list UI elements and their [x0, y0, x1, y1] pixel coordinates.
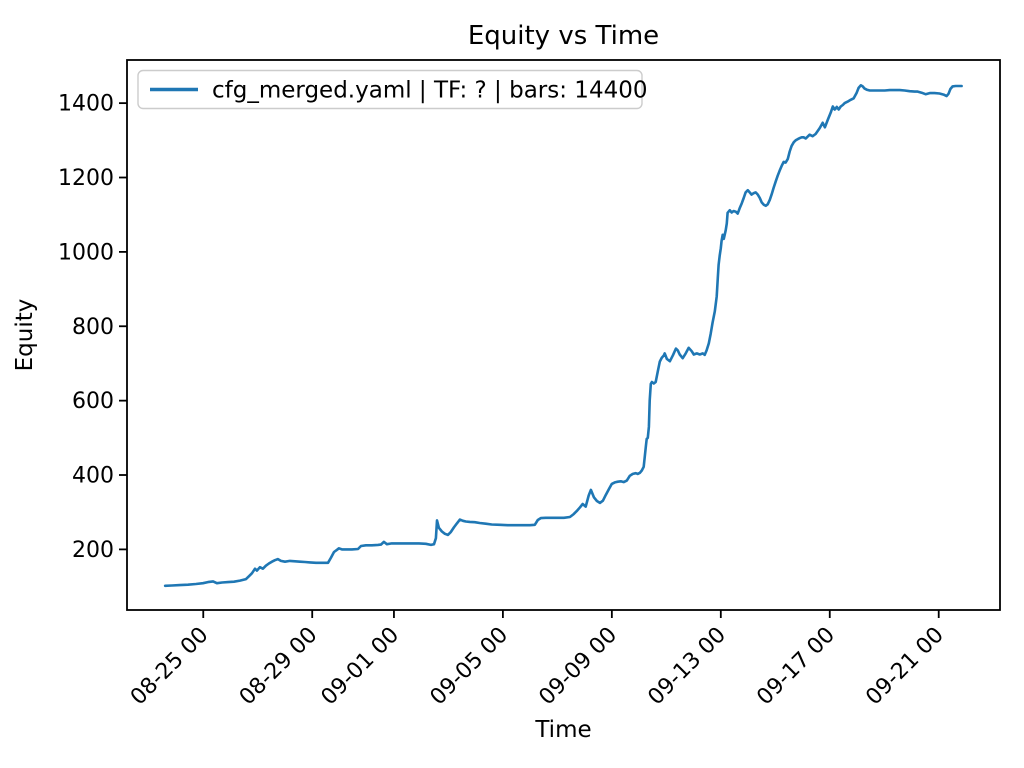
- x-tick-label: 09-09 00: [534, 623, 622, 711]
- y-tick-label: 1000: [58, 240, 114, 265]
- chart-title: Equity vs Time: [468, 21, 659, 51]
- x-tick-label: 08-25 00: [126, 623, 214, 711]
- x-tick-label: 09-13 00: [643, 623, 731, 711]
- legend-label: cfg_merged.yaml | TF: ? | bars: 14400: [212, 78, 647, 104]
- plot-area: [127, 60, 1000, 610]
- y-tick-label: 1400: [58, 92, 114, 117]
- legend: cfg_merged.yaml | TF: ? | bars: 14400: [137, 69, 647, 110]
- y-tick-label: 600: [72, 389, 114, 414]
- x-tick-label: 09-05 00: [426, 623, 514, 711]
- x-tick-label: 09-21 00: [861, 623, 949, 711]
- x-axis-label: Time: [534, 717, 591, 743]
- legend-box: [137, 69, 643, 110]
- y-tick-label: 800: [72, 315, 114, 340]
- x-tick-label: 09-17 00: [752, 623, 840, 711]
- axes-frame: [126, 59, 1001, 611]
- x-tick-label: 08-29 00: [235, 623, 323, 711]
- y-axis-label: Equity: [12, 299, 38, 372]
- y-tick-label: 400: [72, 464, 114, 489]
- x-tick-label: 09-01 00: [317, 623, 405, 711]
- y-tick-label: 200: [72, 538, 114, 563]
- y-tick-label: 1200: [58, 166, 114, 191]
- equity-line-series: [163, 84, 963, 588]
